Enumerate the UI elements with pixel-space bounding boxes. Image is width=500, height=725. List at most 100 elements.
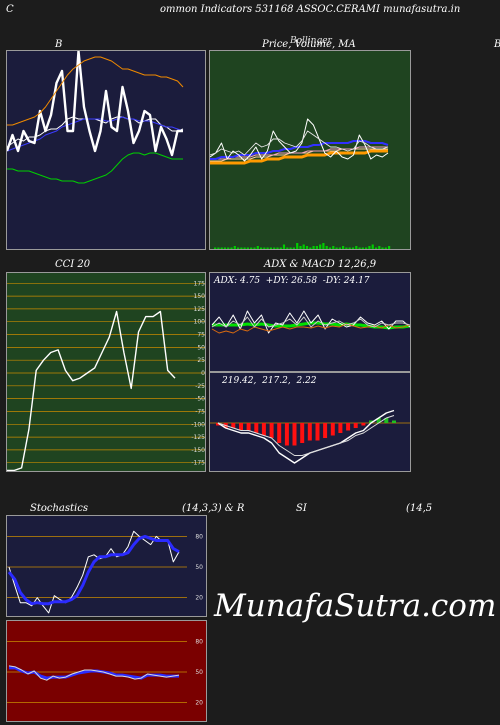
rsi-series-0 [9, 666, 179, 680]
volume-bar [256, 246, 259, 249]
rsi-tick-label: 50 [195, 669, 203, 676]
rsi-tick-label: 20 [195, 700, 203, 707]
volume-bar [319, 244, 322, 249]
rsi-title: SI [296, 503, 307, 514]
cci-tick-label: -175 [191, 460, 205, 467]
cci-tick-label: 175 [194, 280, 206, 287]
volume-bar [240, 247, 243, 249]
volume-bar [223, 247, 226, 249]
volume-bar [388, 246, 391, 249]
mdy-value: 24.17 [343, 276, 370, 286]
volume-bar [315, 246, 318, 249]
volume-bar [227, 247, 230, 249]
volume-bar [332, 246, 335, 249]
macd-histogram-bar [392, 420, 396, 423]
cci-tick-label: 50 [197, 344, 205, 351]
macd-histogram-bar [239, 423, 243, 431]
cci-tick-label: 100 [194, 319, 206, 326]
volume-bar [348, 247, 351, 249]
volume-bar [368, 246, 371, 249]
macd-histogram-bar [330, 423, 335, 436]
cci-panel-title: CCI 20 [55, 259, 91, 270]
cci-chart: 175 150 125 100 75 50 25 0 -25 -50 -75 -100 -125 -150… [7, 280, 206, 471]
macd-value: 219.42 [222, 376, 254, 386]
volume-bar [335, 247, 338, 249]
adx-readout: ADX: 4.75 +DY: 26.58 -DY: 24.17 [214, 276, 370, 286]
price-series-5 [210, 130, 389, 156]
macd-signal-value: 217.2 [262, 376, 288, 386]
macd-histogram-bar [369, 420, 373, 423]
adx-series-2 [211, 323, 410, 334]
cci-tick-label: -50 [195, 396, 205, 403]
watermark: MunafaSutra.com [214, 588, 497, 624]
bollinger-series-2 [7, 116, 184, 152]
stochastics-series-1 [7, 534, 180, 606]
macd-histogram-bar [292, 423, 297, 446]
cci-tick-label: 150 [194, 293, 206, 300]
rsi-series-1 [8, 665, 180, 681]
header-left-char: C [6, 4, 14, 15]
volume-bar [217, 247, 220, 249]
macd-histogram-bar [376, 418, 381, 423]
macd-histogram-bar [269, 423, 274, 438]
stochastics-title: Stochastics [30, 503, 88, 514]
volume-bar [266, 247, 269, 249]
volume-bar [381, 247, 384, 249]
volume-bar [237, 247, 240, 249]
volume-bar [282, 244, 286, 249]
volume-bar [286, 247, 289, 249]
cci-tick-label: 25 [197, 357, 205, 364]
price-series-0 [210, 149, 388, 165]
price-series-2 [210, 146, 388, 160]
bollinger-panel [6, 50, 206, 250]
macd-histogram-bar [353, 423, 358, 428]
volume-bar [345, 247, 348, 249]
adx-series-1 [211, 310, 410, 334]
rsi-params: (14,5 [406, 503, 433, 514]
volume-bar [299, 246, 302, 249]
volume-bar [358, 247, 361, 249]
cci-tick-label: 75 [197, 332, 205, 339]
macd-histogram-bar [231, 423, 236, 428]
adx-series-3 [211, 316, 410, 328]
cci-tick-label: -25 [195, 383, 205, 390]
macd-histogram-bar [216, 423, 220, 426]
bollinger-series-0 [7, 152, 183, 184]
volume-bar [322, 243, 325, 249]
cci-tick-label: 0 [201, 370, 205, 377]
stochastics-tick-label: 50 [195, 564, 203, 571]
volume-bar [273, 247, 276, 249]
volume-bar [246, 247, 249, 249]
macd-histogram-bar [361, 423, 366, 426]
volume-bar [276, 247, 279, 249]
macd-histogram-bar [261, 423, 266, 436]
cci-tick-label: -75 [195, 409, 205, 416]
macd-series-0 [217, 409, 395, 464]
volume-bar [263, 247, 266, 249]
mdy-label: -DY: [319, 276, 344, 286]
rsi-tick-label: 80 [195, 638, 203, 645]
price-panel-title: Price, Volume, MA [262, 39, 356, 50]
stochastics-tick-label: 80 [195, 533, 203, 540]
macd-histogram-bar [300, 423, 305, 443]
bollinger-chart [7, 51, 184, 184]
volume-bar [342, 246, 345, 249]
price-overlay-title: Bollinger [290, 36, 332, 46]
volume-bar [351, 247, 355, 249]
volume-bar [243, 247, 246, 249]
bollinger-panel-title: B [55, 39, 63, 50]
volume-bar [328, 247, 332, 249]
stochastics-series-0 [8, 530, 180, 614]
right-edge-title: B [494, 39, 500, 50]
price-chart [210, 118, 391, 249]
volume-bar [233, 246, 236, 249]
volume-bar [292, 247, 295, 249]
page-title: ommon Indicators 531168 ASSOC.CERAMI mun… [160, 4, 461, 15]
macd-panel: 219.42, 217.2, 2.22 [209, 372, 411, 472]
adx-value: 4.75 [240, 276, 261, 286]
price-panel [209, 50, 411, 250]
volume-bar [302, 244, 305, 249]
volume-bar [374, 247, 378, 249]
stochastics-chart: 80 50 20 [7, 530, 203, 614]
rsi-panel: 80 50 20 [6, 620, 207, 722]
